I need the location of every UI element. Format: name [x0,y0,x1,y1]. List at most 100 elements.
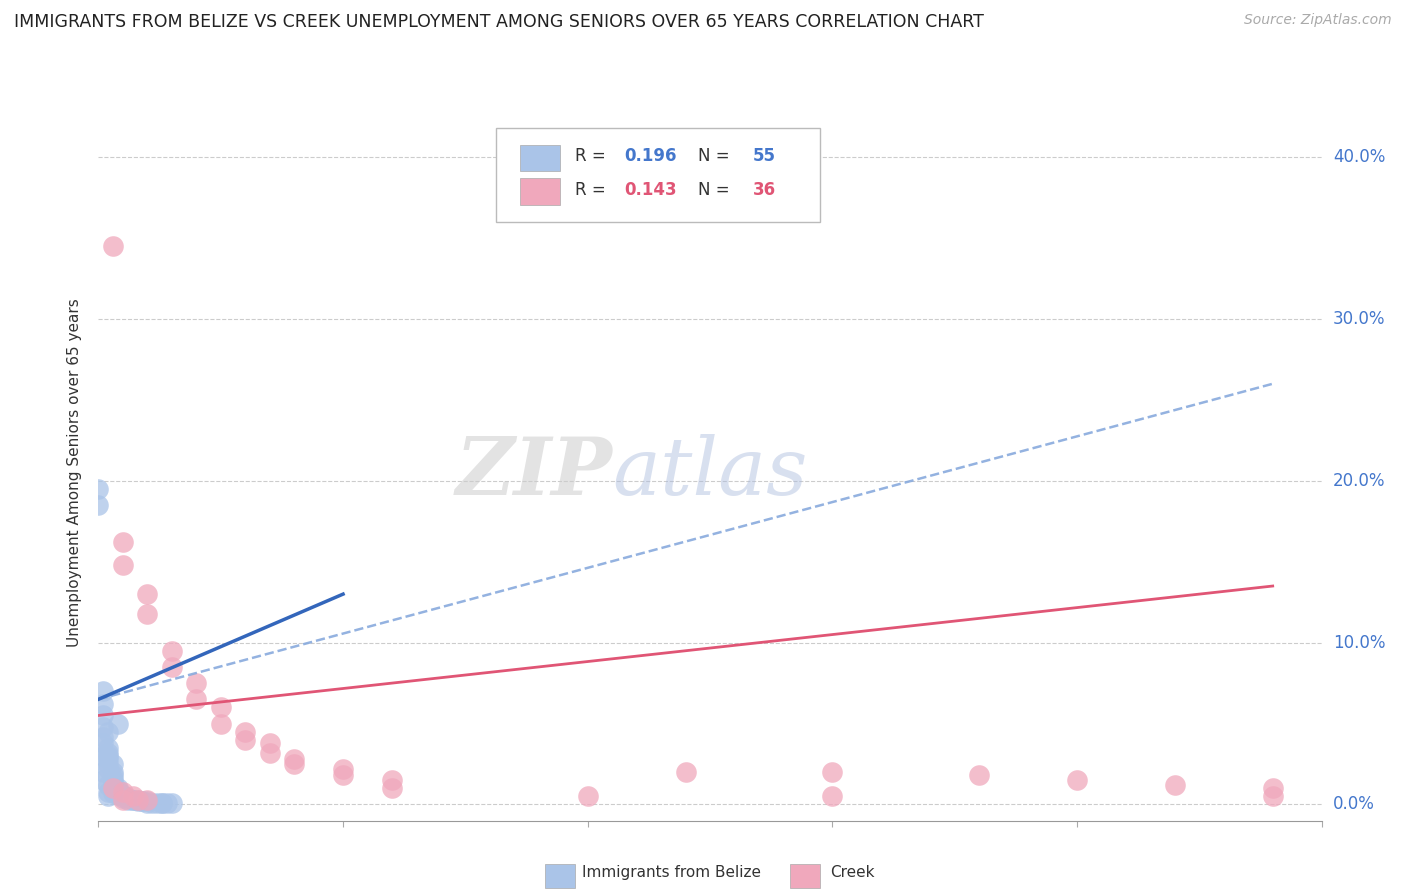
Text: atlas: atlas [612,434,807,511]
Point [121,792,143,806]
Point [967,768,990,782]
Point [821,789,844,804]
FancyBboxPatch shape [546,863,575,888]
Point [1164,778,1187,792]
Point [101,239,124,253]
FancyBboxPatch shape [520,145,560,171]
Point [259,736,281,750]
Point [160,644,183,658]
Point [136,792,159,806]
Point [87,498,110,512]
Text: R =: R = [575,180,612,199]
Point [233,724,256,739]
Text: 55: 55 [752,147,776,165]
Point [136,607,159,621]
Point [101,781,124,796]
Point [107,788,129,802]
Point [107,781,129,796]
Point [117,791,139,805]
Text: N =: N = [697,147,735,165]
Point [107,786,129,800]
Point [101,757,124,772]
Point [136,796,159,810]
Point [186,676,208,690]
Point [141,796,163,810]
Text: 0.196: 0.196 [624,147,676,165]
Point [146,796,169,810]
Point [87,482,110,496]
Point [283,752,305,766]
Point [111,788,134,802]
Point [97,789,120,804]
Point [332,762,354,776]
FancyBboxPatch shape [520,178,560,205]
Point [91,684,114,698]
Point [117,792,139,806]
Point [675,765,697,780]
Text: 0.0%: 0.0% [1333,796,1375,814]
Point [101,765,124,780]
Point [101,768,124,782]
Text: 10.0%: 10.0% [1333,633,1385,652]
Point [136,587,159,601]
Point [160,796,183,810]
Point [131,794,153,808]
Text: Immigrants from Belize: Immigrants from Belize [582,865,761,880]
Point [111,792,134,806]
Point [101,778,124,792]
Point [127,792,149,806]
Point [111,791,134,805]
Point [259,746,281,760]
Point [381,781,404,796]
Point [121,792,143,806]
Point [283,757,305,772]
Point [150,796,173,810]
Point [381,773,404,788]
Point [91,720,114,734]
Point [131,794,153,808]
Point [111,784,134,798]
Point [91,748,114,763]
Point [1261,781,1284,796]
Point [107,716,129,731]
Point [821,765,844,780]
Point [160,660,183,674]
Point [107,784,129,798]
Point [97,778,120,792]
Point [97,752,120,766]
Point [97,784,120,798]
Point [97,762,120,776]
FancyBboxPatch shape [496,128,820,222]
Point [127,792,149,806]
Text: IMMIGRANTS FROM BELIZE VS CREEK UNEMPLOYMENT AMONG SENIORS OVER 65 YEARS CORRELA: IMMIGRANTS FROM BELIZE VS CREEK UNEMPLOY… [14,13,984,31]
Text: Creek: Creek [830,865,875,880]
Point [209,716,232,731]
Point [111,558,134,572]
Point [101,786,124,800]
Point [1261,789,1284,804]
Point [91,765,114,780]
Point [127,794,149,808]
Point [209,700,232,714]
Text: 20.0%: 20.0% [1333,472,1385,490]
Point [91,730,114,744]
FancyBboxPatch shape [790,863,820,888]
Text: 30.0%: 30.0% [1333,310,1385,328]
Point [91,708,114,723]
Text: R =: R = [575,147,612,165]
Point [91,697,114,711]
Text: N =: N = [697,180,735,199]
Point [233,732,256,747]
Point [156,796,179,810]
Point [186,692,208,706]
Point [332,768,354,782]
Text: 36: 36 [752,180,776,199]
Text: Source: ZipAtlas.com: Source: ZipAtlas.com [1244,13,1392,28]
Point [101,772,124,786]
Text: ZIP: ZIP [456,434,612,511]
Point [97,740,120,755]
Point [101,774,124,789]
Point [97,746,120,760]
Text: 40.0%: 40.0% [1333,148,1385,166]
Point [111,789,134,804]
